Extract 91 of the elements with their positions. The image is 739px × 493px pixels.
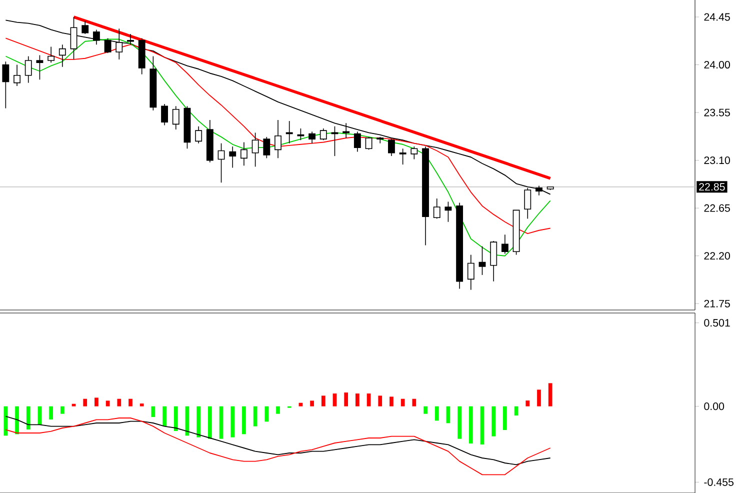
bar — [480, 406, 484, 444]
bar — [49, 406, 53, 420]
bar — [424, 406, 428, 414]
bar — [174, 406, 178, 431]
candlestick — [365, 136, 372, 150]
candlestick — [82, 20, 89, 34]
bar — [344, 392, 348, 406]
candlestick — [501, 234, 508, 254]
bar — [253, 406, 258, 426]
y-tick-label: 0.00 — [704, 402, 724, 410]
candlestick — [229, 146, 236, 168]
candlestick — [354, 131, 361, 152]
y-tick-label: 22.65 — [704, 204, 730, 212]
bar — [492, 406, 496, 436]
candlestick — [104, 38, 112, 54]
candlestick — [172, 106, 180, 130]
bar — [400, 398, 405, 406]
y-tick-label: -0.455 — [704, 478, 734, 486]
candlestick — [444, 201, 452, 222]
bar — [26, 406, 30, 430]
bar — [208, 406, 212, 439]
candlestick — [24, 56, 32, 84]
bar — [230, 406, 235, 438]
candlestick — [320, 128, 327, 141]
candlestick — [195, 126, 202, 144]
y-tick-label: 21.75 — [704, 300, 730, 308]
bar — [412, 398, 416, 406]
bar — [458, 406, 462, 439]
bar — [390, 396, 394, 406]
y-tick-label: 24.00 — [704, 60, 730, 69]
candlestick — [376, 136, 384, 144]
candlestick — [218, 142, 225, 183]
bar — [526, 400, 530, 406]
bar — [15, 406, 19, 434]
bar — [276, 406, 280, 414]
bar — [298, 402, 303, 406]
bar — [4, 406, 8, 436]
candlestick — [92, 29, 100, 45]
candlestick — [36, 54, 44, 80]
bar — [162, 406, 166, 426]
candlestick — [490, 240, 498, 282]
candlestick — [14, 64, 20, 86]
candlestick — [2, 61, 10, 109]
bar — [60, 406, 64, 414]
candlestick — [127, 34, 134, 45]
candlestick — [263, 136, 270, 159]
y-tick-label: 22.20 — [704, 252, 730, 260]
bar — [332, 394, 337, 406]
candlestick — [410, 146, 418, 160]
candlestick — [478, 246, 486, 276]
bar — [196, 406, 200, 438]
candlestick — [48, 46, 55, 64]
candlestick — [116, 28, 123, 60]
candlestick — [274, 120, 282, 159]
bar — [321, 396, 326, 406]
bar — [219, 406, 224, 439]
bar — [140, 403, 144, 406]
bar — [468, 406, 473, 444]
bar — [106, 400, 110, 406]
bar — [83, 398, 88, 406]
candlestick — [433, 198, 440, 220]
y-tick-label: 23.55 — [704, 108, 730, 116]
bar — [264, 406, 269, 422]
bar — [503, 406, 507, 430]
bar — [537, 390, 541, 406]
candlestick — [58, 44, 66, 68]
bar — [128, 398, 132, 406]
candlestick — [467, 254, 474, 290]
bar — [356, 394, 360, 406]
candlestick — [399, 148, 406, 165]
bar — [117, 398, 122, 406]
bar — [548, 383, 552, 406]
candlestick — [240, 142, 248, 166]
bar — [72, 404, 76, 406]
candlestick — [388, 138, 395, 156]
bar — [366, 394, 371, 406]
bar — [151, 406, 156, 417]
bar — [378, 396, 382, 406]
bar — [310, 400, 314, 406]
candlestick — [161, 104, 168, 126]
candlestick — [297, 128, 304, 141]
ref-line-label: 22.85 — [699, 183, 725, 191]
candlestick — [252, 132, 259, 168]
y-tick-label: 23.10 — [704, 156, 730, 164]
bar — [94, 398, 98, 406]
y-tick-label: 24.45 — [704, 13, 730, 21]
candlestick — [342, 122, 350, 138]
bar — [434, 406, 439, 421]
bar — [242, 406, 246, 434]
y-tick-label: 0.501 — [704, 319, 730, 327]
candlestick — [308, 131, 316, 144]
